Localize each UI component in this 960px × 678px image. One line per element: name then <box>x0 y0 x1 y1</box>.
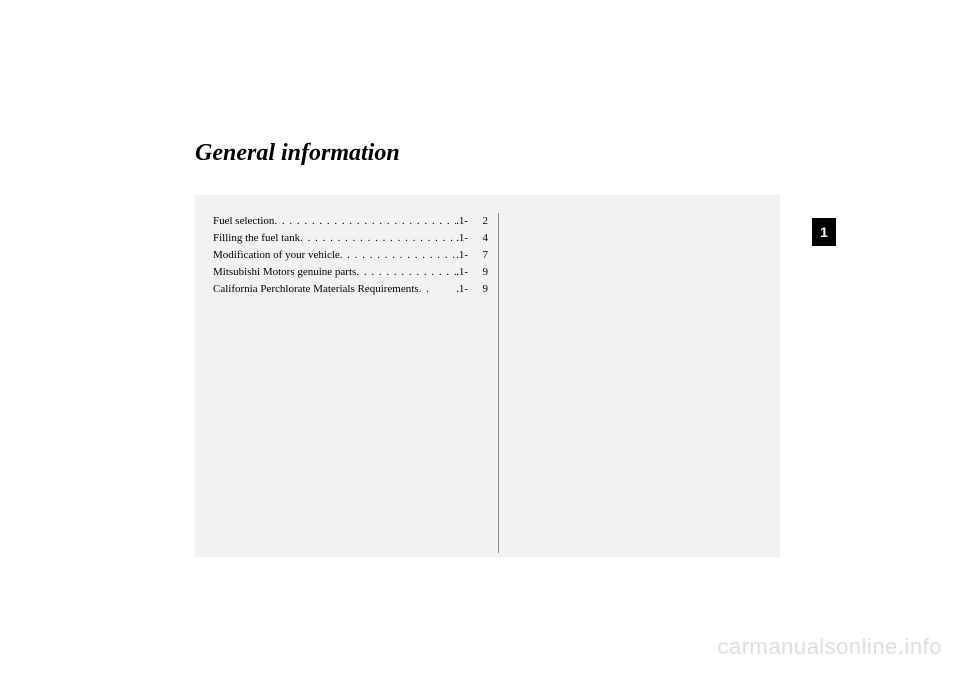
page-container: General information Fuel selection . . .… <box>0 0 960 678</box>
content-box: Fuel selection . . . . . . . . . . . . .… <box>195 195 780 557</box>
toc-label: California Perchlorate Materials Require… <box>213 281 419 298</box>
toc-dots: . . . . . . . . . . . . . . . . . <box>340 247 456 264</box>
toc-dots: . . . . . . . . . . . . . . . . . . . . … <box>274 213 456 230</box>
toc-label: Modification of your vehicle <box>213 247 340 264</box>
toc-page: 7 <box>468 247 488 264</box>
toc-page: 9 <box>468 264 488 281</box>
toc-prefix: .1- <box>456 247 468 264</box>
toc-entry: Filling the fuel tank . . . . . . . . . … <box>213 230 488 247</box>
toc-entry: Modification of your vehicle . . . . . .… <box>213 247 488 264</box>
toc-prefix: .1- <box>456 230 468 247</box>
toc-entry: Mitsubishi Motors genuine parts . . . . … <box>213 264 488 281</box>
toc-dots: . . <box>419 281 457 298</box>
chapter-title: General information <box>195 140 960 167</box>
toc-page: 2 <box>468 213 488 230</box>
toc-dots: . . . . . . . . . . . . . . <box>356 264 456 281</box>
toc-prefix: .1- <box>456 264 468 281</box>
column-divider <box>498 213 499 553</box>
toc-label: Fuel selection <box>213 213 274 230</box>
section-tab: 1 <box>812 218 836 246</box>
toc-column: Fuel selection . . . . . . . . . . . . .… <box>213 213 488 557</box>
toc-dots: . . . . . . . . . . . . . . . . . . . . … <box>300 230 456 247</box>
toc-page: 4 <box>468 230 488 247</box>
toc-label: Filling the fuel tank <box>213 230 300 247</box>
toc-label: Mitsubishi Motors genuine parts <box>213 264 356 281</box>
toc-page: 9 <box>468 281 488 298</box>
toc-prefix: .1- <box>456 281 468 298</box>
toc-prefix: .1- <box>456 213 468 230</box>
watermark-text: carmanualsonline.info <box>717 634 942 660</box>
toc-entry: Fuel selection . . . . . . . . . . . . .… <box>213 213 488 230</box>
toc-entry: California Perchlorate Materials Require… <box>213 281 488 298</box>
